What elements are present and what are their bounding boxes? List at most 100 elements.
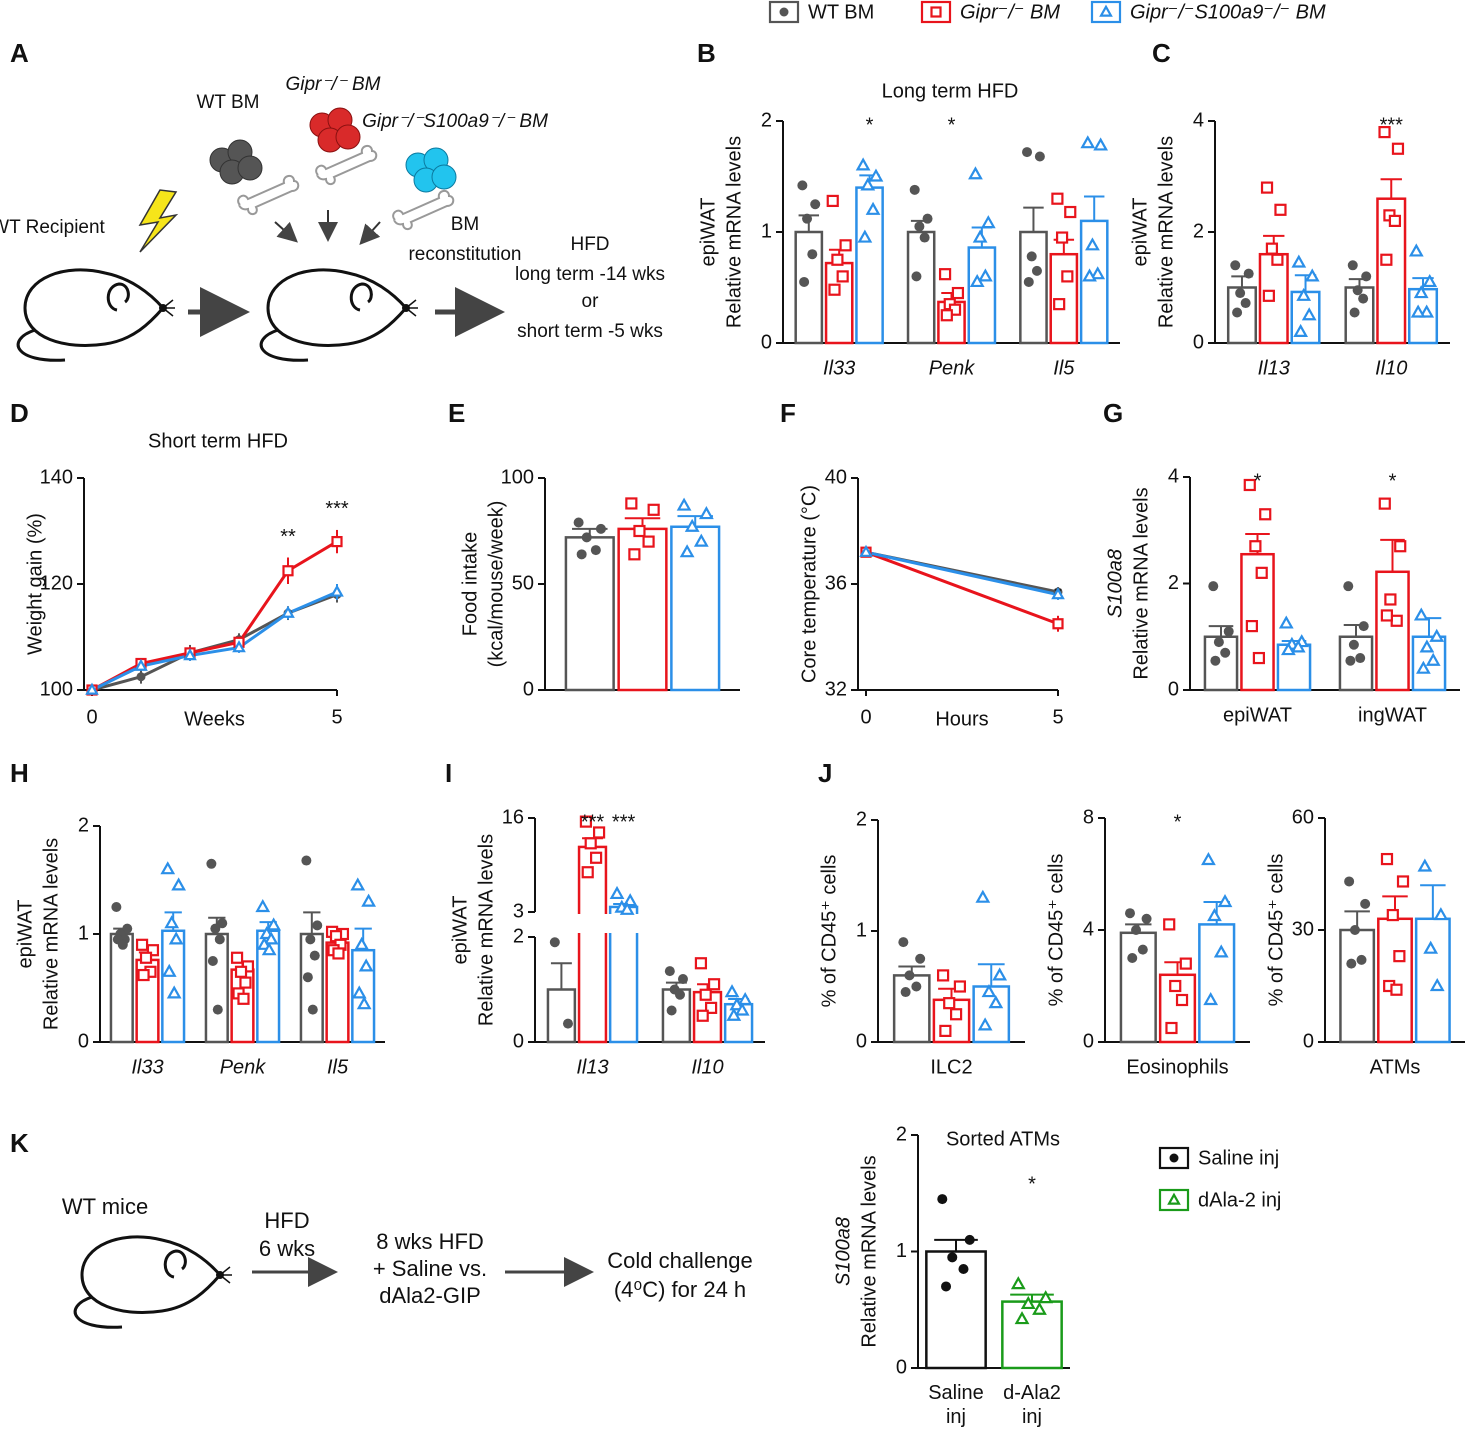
x-tick-label: ILC2 <box>930 1056 972 1078</box>
x-tick-label: 5 <box>1052 706 1063 728</box>
y-tick-label: 2 <box>78 814 89 836</box>
mouse <box>73 1235 234 1329</box>
y-axis-label: % of CD45⁺ cells <box>1265 854 1287 1007</box>
data-point <box>1296 287 1312 301</box>
significance-label: * <box>948 114 956 136</box>
y-tick-label: 1 <box>896 1240 907 1262</box>
x-axis-label: Weeks <box>184 708 245 730</box>
scheme-text: HFD <box>264 1208 309 1233</box>
y-tick-label: 1 <box>78 922 89 944</box>
y-tick-label: 2 <box>896 1123 907 1145</box>
data-point <box>1051 192 1064 205</box>
gipr-cells <box>309 107 361 153</box>
data-point <box>831 253 844 266</box>
data-point <box>1031 265 1042 276</box>
data-point <box>1344 876 1355 887</box>
data-point <box>1348 639 1359 650</box>
data-point <box>677 974 688 984</box>
chart-title: Long term HFD <box>882 80 1019 102</box>
data-point <box>911 271 922 282</box>
data-point <box>1291 254 1307 268</box>
data-point <box>590 545 601 556</box>
scheme-text: reconstitution <box>408 244 521 265</box>
data-point <box>1429 628 1445 642</box>
data-point <box>1020 1295 1036 1310</box>
data-point <box>694 957 708 970</box>
data-point <box>137 968 150 982</box>
x-tick-label: Il5 <box>327 1056 349 1078</box>
data-point <box>1416 660 1431 674</box>
bar <box>1375 570 1410 692</box>
data-point <box>1419 304 1435 318</box>
data-point <box>302 972 313 983</box>
data-point <box>351 985 367 999</box>
y-tick-label: 16 <box>502 806 524 828</box>
data-point <box>312 920 323 931</box>
x-tick-label: ATMs <box>1370 1056 1421 1078</box>
data-point <box>1380 852 1394 866</box>
y-tick-label: 0 <box>1303 1030 1314 1052</box>
legend-marker <box>930 6 942 18</box>
data-point <box>1380 609 1393 622</box>
significance-label: * <box>1254 470 1262 492</box>
significance-label: * <box>1174 811 1182 833</box>
data-point <box>1384 593 1397 606</box>
data-point <box>1034 151 1045 162</box>
data-point <box>576 549 587 560</box>
data-point <box>111 902 122 912</box>
data-point <box>1038 1290 1054 1304</box>
data-point <box>914 221 925 232</box>
data-point <box>1093 137 1109 151</box>
panel-label: A <box>10 38 29 68</box>
x-tick-label: Eosinophils <box>1126 1056 1228 1078</box>
significance-label: ** <box>280 526 296 548</box>
panel-label: D <box>10 398 29 428</box>
y-tick-label: 100 <box>501 466 534 488</box>
scheme-text: Gipr⁻/⁻S100a9⁻/⁻ BM <box>362 111 548 132</box>
data-point <box>609 885 625 900</box>
data-point <box>210 923 221 934</box>
scheme-text: + Saline vs. <box>373 1256 487 1281</box>
data-point <box>1347 260 1358 271</box>
scheme-text: WT BM <box>197 92 260 113</box>
bar <box>1001 1300 1063 1370</box>
data-point <box>1255 566 1268 579</box>
legend-label: Saline inj <box>1198 1147 1279 1169</box>
data-point <box>361 893 377 907</box>
data-point <box>1243 478 1256 492</box>
data-point <box>797 180 808 191</box>
x-tick-label: 0 <box>86 706 97 728</box>
y-tick-label: 120 <box>40 572 73 594</box>
y-tick-label: 32 <box>825 678 847 700</box>
data-point <box>951 286 965 300</box>
bar <box>299 932 324 1044</box>
data-point <box>1349 925 1360 935</box>
y-tick-label: 2 <box>1168 572 1179 594</box>
data-point <box>1207 908 1222 922</box>
data-point <box>1346 958 1357 969</box>
data-point <box>1355 653 1366 664</box>
data-point <box>915 953 926 964</box>
data-point <box>584 837 597 850</box>
significance-label: * <box>1028 1173 1036 1195</box>
data-point <box>1419 639 1435 653</box>
data-point <box>1014 1311 1030 1325</box>
scheme-text: HFD <box>570 234 609 255</box>
panel-label: J <box>818 758 832 788</box>
data-point <box>799 276 810 287</box>
data-point <box>1396 875 1410 888</box>
x-tick-label: Il33 <box>823 357 855 379</box>
x-tick-label: Saline inj <box>928 1382 984 1428</box>
bone <box>237 174 300 216</box>
y-tick-label: 2 <box>761 109 772 131</box>
data-point <box>859 544 873 557</box>
data-point <box>1201 852 1216 866</box>
data-point <box>595 523 606 534</box>
x-tick-label: d-Ala2 inj <box>1003 1382 1061 1428</box>
data-point <box>699 988 712 1001</box>
data-point <box>947 1252 958 1263</box>
x-tick-label: Il13 <box>576 1056 608 1078</box>
y-tick-label: 40 <box>825 466 847 488</box>
data-point <box>206 858 217 869</box>
scheme-text: short term -5 wks <box>517 321 663 342</box>
